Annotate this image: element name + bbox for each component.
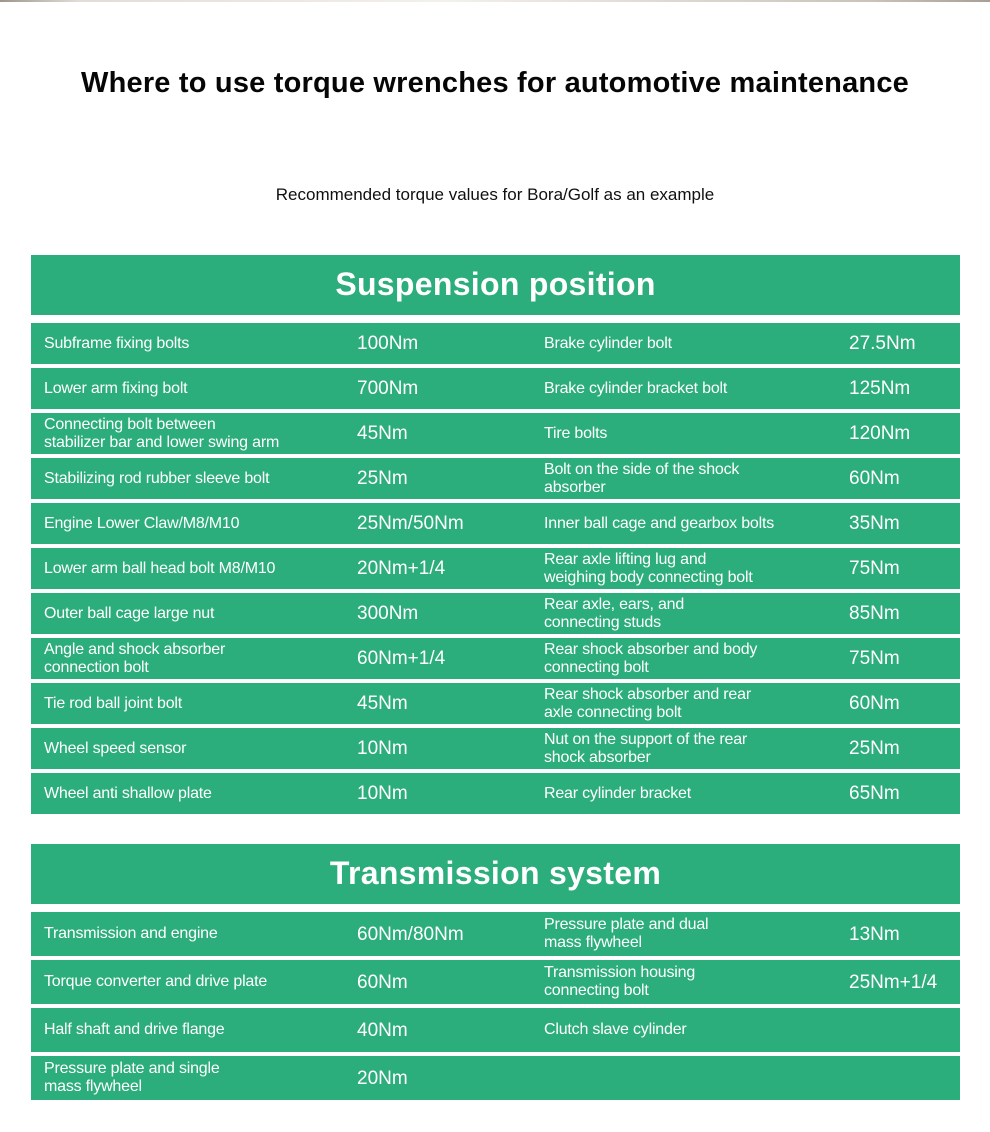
part-label: Wheel anti shallow plate (44, 784, 212, 802)
table-row: Engine Lower Claw/M8/M10 25Nm/50Nm Inner… (31, 503, 960, 544)
table-row: Wheel anti shallow plate 10Nm Rear cylin… (31, 773, 960, 814)
part-label: Bolt on the side of the shock absorber (544, 460, 740, 496)
part-label: Angle and shock absorber connection bolt (44, 640, 226, 676)
torque-value: 35Nm (849, 513, 900, 534)
torque-value: 75Nm (849, 648, 900, 669)
torque-value: 25Nm/50Nm (357, 513, 464, 534)
table-row: Lower arm fixing bolt 700Nm Brake cylind… (31, 368, 960, 409)
screenshot-top-edge (0, 0, 990, 2)
table-row: Transmission and engine 60Nm/80Nm Pressu… (31, 912, 960, 956)
transmission-table: Transmission system Transmission and eng… (31, 844, 960, 1100)
part-label: Torque converter and drive plate (44, 973, 268, 990)
torque-value: 65Nm (849, 783, 900, 804)
page-title: Where to use torque wrenches for automot… (81, 67, 909, 99)
part-label: Transmission and engine (44, 925, 218, 942)
part-label: Stabilizing rod rubber sleeve bolt (44, 469, 270, 487)
suspension-section-header: Suspension position (31, 255, 960, 315)
part-label: Subframe fixing bolts (44, 334, 190, 352)
table-row: Subframe fixing bolts 100Nm Brake cylind… (31, 323, 960, 364)
torque-value: 45Nm (357, 423, 408, 444)
torque-value: 700Nm (357, 378, 419, 399)
part-label: Clutch slave cylinder (544, 1021, 687, 1038)
torque-value: 120Nm (849, 423, 911, 444)
part-label: Rear axle lifting lug and weighing body … (544, 550, 753, 586)
torque-value: 60Nm (849, 693, 900, 714)
torque-value: 125Nm (849, 378, 911, 399)
torque-value: 85Nm (849, 603, 900, 624)
torque-value: 60Nm (357, 971, 408, 993)
torque-value: 45Nm (357, 693, 408, 714)
suspension-rows: Subframe fixing bolts 100Nm Brake cylind… (31, 323, 960, 814)
transmission-rows: Transmission and engine 60Nm/80Nm Pressu… (31, 912, 960, 1100)
part-label: Tie rod ball joint bolt (44, 694, 182, 712)
torque-value: 10Nm (357, 783, 408, 804)
transmission-section-header: Transmission system (31, 844, 960, 904)
page-subtitle: Recommended torque values for Bora/Golf … (275, 185, 715, 204)
torque-value: 25Nm (849, 738, 900, 759)
torque-value: 60Nm/80Nm (357, 923, 464, 945)
part-label: Inner ball cage and gearbox bolts (544, 514, 775, 532)
part-label: Wheel speed sensor (44, 739, 187, 757)
table-row: Outer ball cage large nut 300Nm Rear axl… (31, 593, 960, 634)
table-row: Wheel speed sensor 10Nm Nut on the suppo… (31, 728, 960, 769)
part-label: Rear shock absorber and body connecting … (544, 640, 758, 676)
torque-value: 60Nm+1/4 (357, 648, 446, 669)
torque-value: 100Nm (357, 333, 419, 354)
part-label: Nut on the support of the rear shock abs… (544, 730, 748, 766)
torque-value: 75Nm (849, 558, 900, 579)
torque-value: 300Nm (357, 603, 419, 624)
torque-value: 60Nm (849, 468, 900, 489)
torque-value: 13Nm (849, 923, 900, 945)
torque-value: 40Nm (357, 1019, 408, 1041)
part-label: Connecting bolt between stabilizer bar a… (44, 415, 280, 451)
table-row: Lower arm ball head bolt M8/M10 20Nm+1/4… (31, 548, 960, 589)
table-row: Connecting bolt between stabilizer bar a… (31, 413, 960, 454)
table-row: Torque converter and drive plate 60Nm Tr… (31, 960, 960, 1004)
torque-value: 20Nm (357, 1067, 408, 1089)
part-label: Engine Lower Claw/M8/M10 (44, 514, 240, 532)
table-row: Tie rod ball joint bolt 45Nm Rear shock … (31, 683, 960, 724)
table-row: Pressure plate and single mass flywheel … (31, 1056, 960, 1100)
part-label: Transmission housing connecting bolt (544, 964, 696, 999)
torque-value: 20Nm+1/4 (357, 558, 446, 579)
part-label: Rear cylinder bracket (544, 784, 691, 802)
torque-value: 10Nm (357, 738, 408, 759)
table-row: Stabilizing rod rubber sleeve bolt 25Nm … (31, 458, 960, 499)
part-label: Tire bolts (544, 424, 608, 442)
part-label: Pressure plate and single mass flywheel (44, 1060, 220, 1095)
part-label: Outer ball cage large nut (44, 604, 215, 622)
torque-value: 25Nm+1/4 (849, 971, 938, 993)
part-label: Rear axle, ears, and connecting studs (544, 595, 685, 631)
torque-value: 25Nm (357, 468, 408, 489)
table-row: Angle and shock absorber connection bolt… (31, 638, 960, 679)
part-label: Brake cylinder bracket bolt (544, 379, 728, 397)
part-label: Rear shock absorber and rear axle connec… (544, 685, 751, 721)
suspension-table: Suspension position Subframe fixing bolt… (31, 255, 960, 814)
part-label: Brake cylinder bolt (544, 334, 672, 352)
part-label: Pressure plate and dual mass flywheel (544, 916, 709, 951)
table-row: Half shaft and drive flange 40Nm Clutch … (31, 1008, 960, 1052)
part-label: Lower arm ball head bolt M8/M10 (44, 559, 276, 577)
part-label: Half shaft and drive flange (44, 1021, 225, 1038)
torque-value: 27.5Nm (849, 333, 916, 354)
part-label: Lower arm fixing bolt (44, 379, 188, 397)
